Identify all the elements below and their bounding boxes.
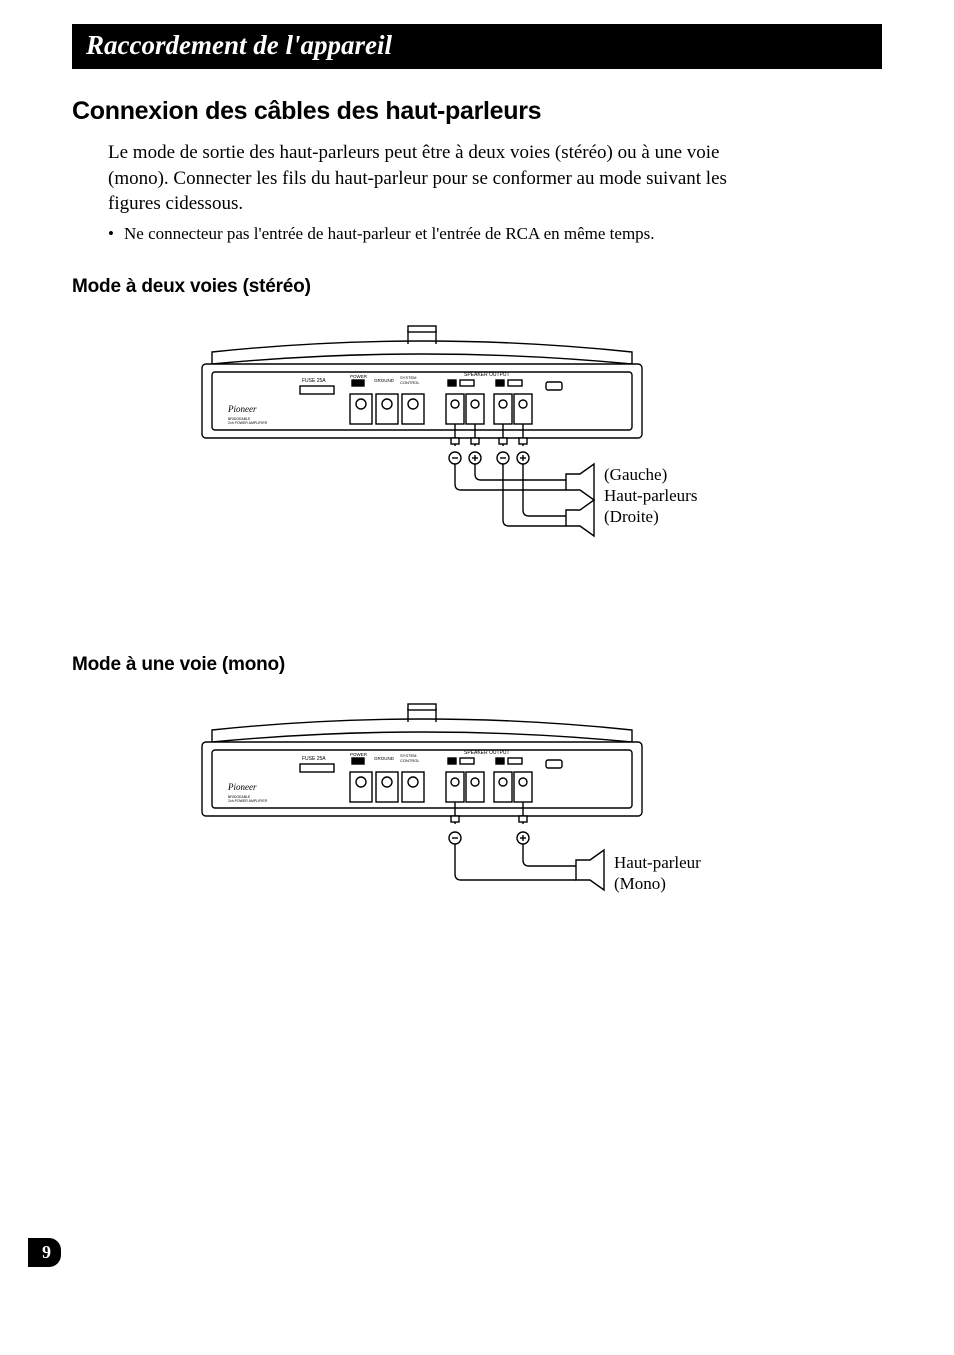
stereo-diagram: FUSE 25A POWER GROUND SYSTEM CONTROL SPE… bbox=[182, 324, 662, 564]
power-label: POWER bbox=[350, 374, 368, 379]
ground-label: GROUND bbox=[374, 378, 395, 383]
intro-text: Le mode de sortie des haut-parleurs peut… bbox=[108, 140, 768, 217]
stereo-labels: (Gauche) Haut-parleurs (Droite) bbox=[604, 464, 697, 528]
section-title: Connexion des câbles des haut-parleurs bbox=[72, 97, 882, 126]
page-number: 9 bbox=[28, 1238, 61, 1267]
brand-label: Pioneer bbox=[227, 782, 257, 792]
system-label-2: CONTROL bbox=[400, 380, 420, 385]
mono-figure: FUSE 25A POWER GROUND SYSTEM CONTROL SPE… bbox=[182, 702, 782, 912]
banner-title: Raccordement de l'appareil bbox=[86, 30, 868, 61]
stereo-title: Mode à deux voies (stéréo) bbox=[72, 276, 882, 298]
model-label-2: 2ch POWER AMPLIFIER bbox=[228, 421, 268, 425]
label-left: (Gauche) bbox=[604, 464, 697, 485]
bullet-text: Ne connecteur pas l'entrée de haut-parle… bbox=[124, 223, 655, 246]
mono-title: Mode à une voie (mono) bbox=[72, 654, 882, 676]
power-label: POWER bbox=[350, 752, 368, 757]
speaker-out-label: SPEAKER OUTPUT bbox=[464, 372, 510, 378]
label-speakers: Haut-parleurs bbox=[604, 485, 697, 506]
stereo-figure: FUSE 25A POWER GROUND SYSTEM CONTROL SPE… bbox=[182, 324, 782, 564]
brand-label: Pioneer bbox=[227, 404, 257, 414]
bullet-dot: • bbox=[108, 223, 124, 246]
ground-label: GROUND bbox=[374, 756, 395, 761]
model-label-2: 2ch POWER AMPLIFIER bbox=[228, 799, 268, 803]
mono-labels: Haut-parleur (Mono) bbox=[614, 852, 701, 895]
label-speaker: Haut-parleur bbox=[614, 852, 701, 873]
fuse-label: FUSE 25A bbox=[302, 378, 326, 384]
speaker-out-label: SPEAKER OUTPUT bbox=[464, 750, 510, 756]
label-mono: (Mono) bbox=[614, 873, 701, 894]
mono-diagram: FUSE 25A POWER GROUND SYSTEM CONTROL SPE… bbox=[182, 702, 662, 912]
label-right: (Droite) bbox=[604, 506, 697, 527]
intro-block: Le mode de sortie des haut-parleurs peut… bbox=[108, 140, 768, 246]
banner: Raccordement de l'appareil bbox=[72, 24, 882, 69]
intro-bullet: • Ne connecteur pas l'entrée de haut-par… bbox=[108, 223, 768, 246]
page: Raccordement de l'appareil Connexion des… bbox=[0, 0, 954, 1355]
fuse-label: FUSE 25A bbox=[302, 756, 326, 762]
system-label-2: CONTROL bbox=[400, 758, 420, 763]
